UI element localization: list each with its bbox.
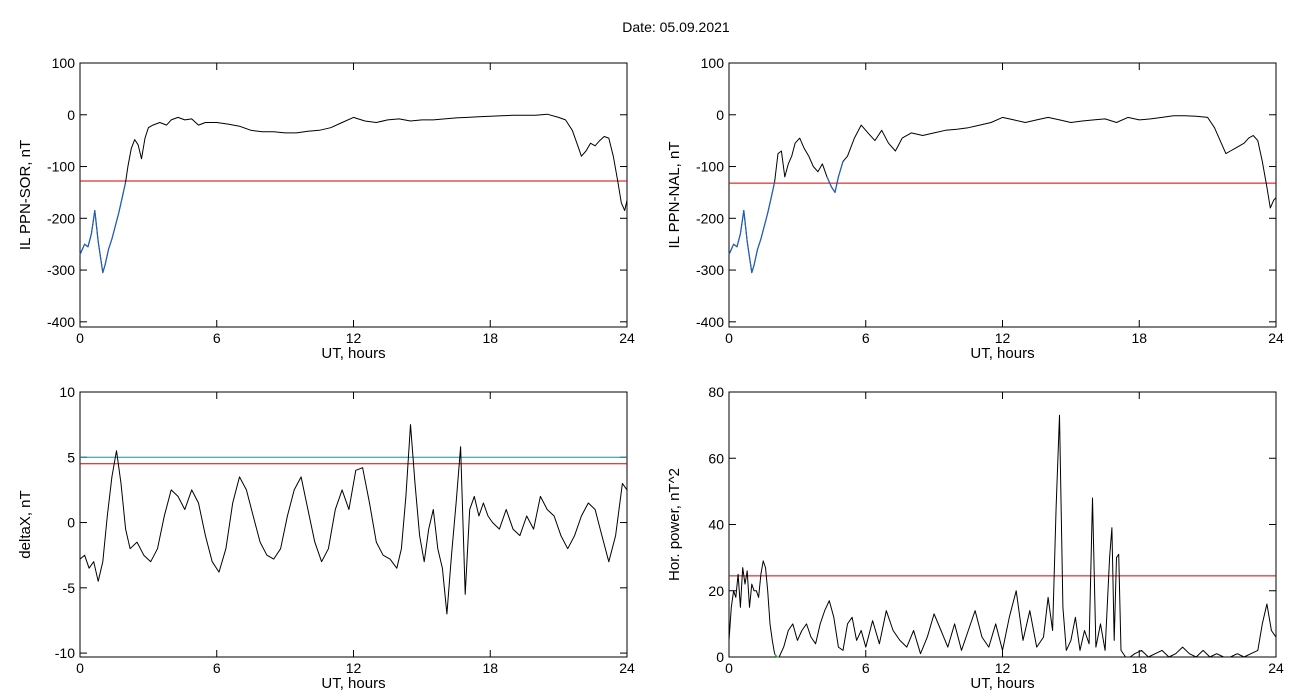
x-tick-label: 12: [995, 660, 1011, 676]
series-line: [79, 424, 628, 615]
x-tick-label: 24: [1268, 330, 1284, 346]
y-axis-label: IL PPN-NAL, nT: [666, 142, 683, 249]
y-tick-label: -200: [696, 210, 724, 226]
x-tick-label: 24: [1268, 660, 1284, 676]
x-axis-label: UT, hours: [970, 345, 1034, 362]
y-axis-label: deltaX, nT: [17, 490, 34, 558]
y-tick-label: 100: [52, 55, 76, 71]
x-tick-label: 0: [76, 660, 84, 676]
y-tick-label: 100: [701, 55, 725, 71]
y-tick-label: -300: [47, 262, 75, 278]
y-tick-label: 60: [708, 450, 724, 466]
x-tick-label: 18: [482, 330, 498, 346]
x-tick-label: 12: [346, 330, 362, 346]
y-tick-label: -300: [696, 262, 724, 278]
x-tick-label: 18: [1131, 660, 1147, 676]
y-tick-label: -100: [47, 159, 75, 175]
x-tick-label: 18: [482, 660, 498, 676]
x-tick-label: 6: [213, 330, 221, 346]
y-tick-label: 0: [67, 515, 75, 531]
x-tick-label: 0: [725, 330, 733, 346]
x-tick-label: 6: [862, 660, 870, 676]
y-tick-label: -5: [63, 580, 76, 596]
x-axis-label: UT, hours: [321, 675, 385, 692]
plot-frame: [728, 62, 1277, 328]
y-tick-label: -200: [47, 210, 75, 226]
y-tick-label: -400: [696, 314, 724, 330]
y-tick-label: 0: [716, 649, 724, 665]
panel-deltax: 0 6 12 18 24 -10 -5 0 5 10 UT, hours deltaX, nT: [17, 384, 635, 692]
y-tick-label: 5: [67, 449, 75, 465]
y-tick-label: 80: [708, 384, 724, 400]
y-tick-label: 0: [67, 107, 75, 123]
plot-frame: [728, 391, 1277, 658]
highlight-segment: [728, 181, 776, 274]
highlight-segment: [826, 161, 844, 193]
x-axis-label: UT, hours: [321, 345, 385, 362]
x-tick-label: 0: [76, 330, 84, 346]
x-axis-label: UT, hours: [970, 675, 1034, 692]
y-tick-label: 40: [708, 517, 724, 533]
panel-il-ppn-sor: 0 6 12 18 24 -400 -300 -200 -100 0 100 UT, hours IL …: [17, 55, 635, 362]
y-tick-label: 0: [716, 107, 724, 123]
y-tick-label: -100: [696, 159, 724, 175]
y-tick-label: -10: [55, 645, 75, 661]
x-tick-label: 24: [619, 330, 635, 346]
x-tick-label: 12: [346, 660, 362, 676]
x-tick-label: 12: [995, 330, 1011, 346]
y-tick-label: -400: [47, 314, 75, 330]
series-line: [79, 113, 628, 274]
y-axis-label: Hor. power, nT^2: [666, 468, 683, 581]
series-line: [728, 414, 1277, 658]
series-line: [728, 115, 1277, 274]
figure-title: Date: 05.09.2021: [622, 19, 730, 35]
x-tick-label: 0: [725, 660, 733, 676]
y-axis-label: IL PPN-SOR, nT: [17, 140, 34, 250]
x-tick-label: 18: [1131, 330, 1147, 346]
y-tick-label: 20: [708, 583, 724, 599]
panel-hor-power: 0 6 12 18 24 0 20 40 60 80 UT, hours Hor. power, nT…: [666, 384, 1284, 692]
panel-il-ppn-nal: 0 6 12 18 24 -400 -300 -200 -100 0 100 UT, hours IL …: [666, 55, 1284, 362]
highlight-segment: [774, 653, 780, 658]
highlight-segment: [79, 181, 127, 274]
plot-frame: [79, 62, 628, 328]
x-tick-label: 6: [213, 660, 221, 676]
y-tick-label: 10: [59, 384, 75, 400]
x-tick-label: 24: [619, 660, 635, 676]
x-tick-label: 6: [862, 330, 870, 346]
